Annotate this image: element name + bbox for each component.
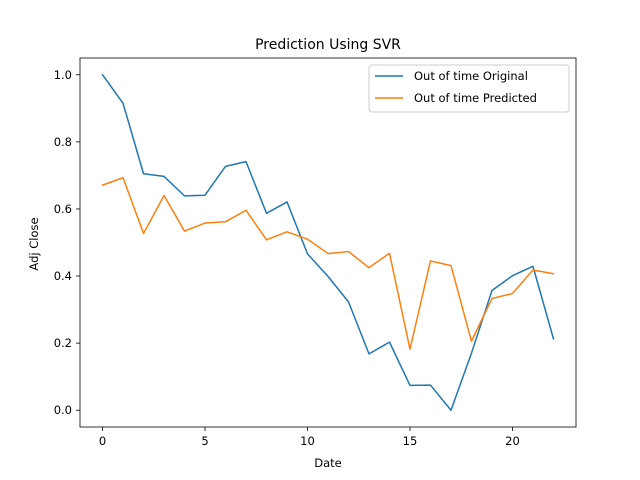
series-line-2 (101, 177, 555, 350)
y-tick-label: 0.2 (54, 336, 72, 350)
legend-box (368, 64, 570, 113)
x-tick-label: 10 (300, 434, 315, 448)
legend-label-2: Out of time Predicted (414, 91, 537, 105)
x-tick-label: 0 (99, 434, 106, 448)
series-line-1 (101, 73, 555, 411)
y-tick-label: 1.0 (54, 68, 72, 82)
legend-label-1: Out of time Original (414, 69, 528, 83)
y-tick-label: 0.4 (54, 269, 72, 283)
x-tick-label: 15 (403, 434, 418, 448)
chart-title: Prediction Using SVR (255, 37, 401, 53)
axes-frame (79, 57, 577, 428)
plot-area: 0 5 10 15 20 0.0 0.2 0.4 0.6 0.8 1.0 (54, 57, 577, 448)
y-tick-label: 0.8 (54, 135, 72, 149)
y-tick-label: 0.6 (54, 202, 72, 216)
y-tick-label: 0.0 (54, 403, 72, 417)
x-tick-label: 20 (505, 434, 520, 448)
y-axis-label: Adj Close (27, 217, 41, 270)
legend: Out of time Original Out of time Predicte… (368, 64, 570, 113)
x-tick-label: 5 (201, 434, 208, 448)
x-axis-label: Date (314, 456, 342, 470)
